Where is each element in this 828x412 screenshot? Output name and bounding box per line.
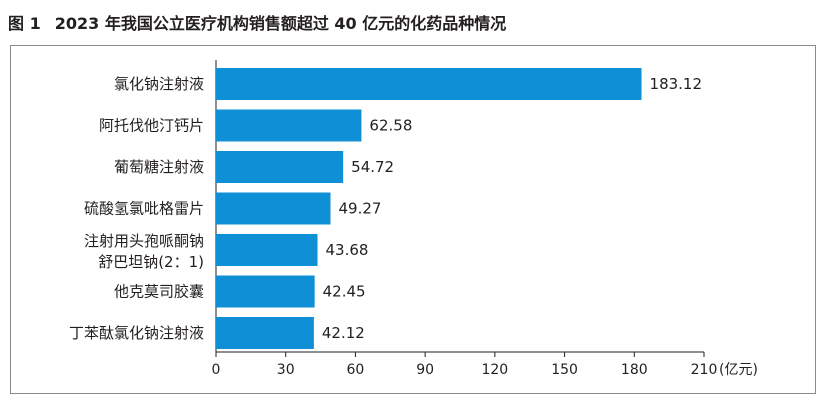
x-tick-label: 180 — [621, 362, 648, 378]
category-label: 丁苯酞氯化钠注射液 — [69, 324, 204, 342]
category-label: 葡萄糖注射液 — [114, 158, 204, 176]
category-label: 阿托伐他汀钙片 — [99, 117, 204, 135]
x-tick-label: 60 — [347, 362, 365, 378]
category-label: 他克莫司胶囊 — [114, 283, 204, 301]
x-axis-unit: (亿元) — [719, 362, 758, 378]
figure-title: 图 1 2023 年我国公立医疗机构销售额超过 40 亿元的化药品种情况 — [8, 10, 506, 34]
value-label: 42.12 — [322, 324, 365, 342]
category-label: 氯化钠注射液 — [114, 75, 204, 93]
bar — [216, 151, 344, 183]
chart-frame — [10, 45, 816, 394]
figure-title-text: 2023 年我国公立医疗机构销售额超过 40 亿元的化药品种情况 — [54, 14, 507, 33]
x-tick-label: 120 — [481, 362, 508, 378]
value-label: 54.72 — [351, 158, 394, 176]
bar — [216, 275, 315, 308]
bar — [216, 234, 318, 266]
value-label: 62.58 — [369, 117, 412, 135]
bar — [216, 109, 362, 142]
bar — [216, 192, 331, 225]
x-tick-label: 210 — [691, 362, 718, 378]
value-label: 183.12 — [650, 75, 703, 93]
category-label: 注射用头孢哌酮钠 — [84, 232, 204, 250]
figure-number: 图 1 — [8, 14, 41, 33]
category-label: 舒巴坦钠(2：1) — [98, 253, 204, 271]
value-label: 42.45 — [323, 283, 366, 301]
x-tick-label: 90 — [416, 362, 434, 378]
x-tick-label: 30 — [277, 362, 295, 378]
bar — [216, 68, 642, 100]
value-label: 49.27 — [338, 200, 381, 218]
x-tick-label: 150 — [551, 362, 578, 378]
bar — [216, 317, 314, 349]
value-label: 43.68 — [326, 241, 369, 259]
category-label: 硫酸氢氯吡格雷片 — [84, 200, 204, 218]
x-tick-label: 0 — [212, 362, 221, 378]
